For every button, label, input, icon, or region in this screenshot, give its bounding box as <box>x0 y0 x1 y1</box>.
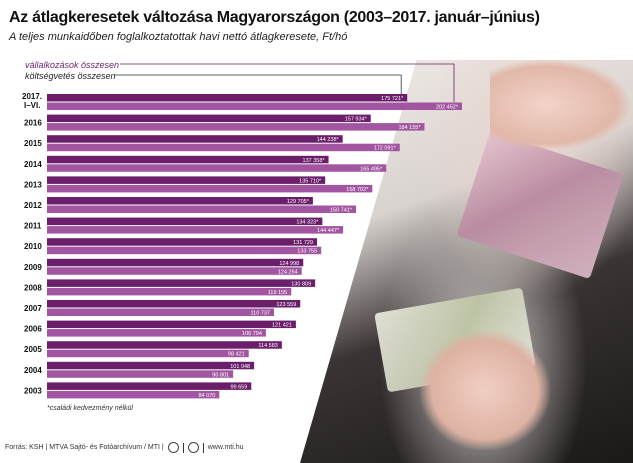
bar-vallalkozasok <box>47 258 304 267</box>
category-label: 2014 <box>24 160 42 169</box>
data-label-vallalkozasok: 144 238* <box>317 137 340 143</box>
bar-vallalkozasok <box>47 176 326 184</box>
chart-subtitle: A teljes munkaidőben foglalkoztatottak h… <box>9 31 348 43</box>
data-label-vallalkozasok: 129 705* <box>287 199 310 205</box>
category-label: 2012 <box>24 201 42 210</box>
data-label-koltsegvetes: 106 794 <box>242 331 262 337</box>
bar-koltsegvetes <box>47 267 302 275</box>
data-label-koltsegvetes: 98 421 <box>228 352 245 358</box>
bar-vallalkozasok <box>47 155 329 164</box>
category-label: 2010 <box>24 242 42 251</box>
category-label: 2011 <box>24 222 42 231</box>
bar-koltsegvetes <box>47 349 249 358</box>
legend-leader-koltsegvetes <box>114 74 402 94</box>
legend-entry-koltsegvetes: költségvetés összesen <box>25 71 116 81</box>
data-label-vallalkozasok: 123 559 <box>276 302 296 308</box>
bar-koltsegvetes <box>47 390 220 399</box>
data-label-koltsegvetes: 184 155* <box>398 125 421 131</box>
data-label-koltsegvetes: 172 091* <box>374 146 397 152</box>
source-line: Forrás: KSH | MTVA Sajtó- és Fotóarchívu… <box>5 442 244 453</box>
category-label: 2007 <box>24 304 42 313</box>
hand-image <box>490 60 630 150</box>
data-label-vallalkozasok: 124 998 <box>279 261 299 267</box>
bar-vallalkozasok <box>47 361 255 370</box>
data-label-koltsegvetes: 158 702* <box>346 187 369 193</box>
data-label-koltsegvetes: 110 737 <box>251 311 270 317</box>
bar-vallalkozasok <box>47 320 296 329</box>
bar-vallalkozasok <box>47 135 343 143</box>
data-label-koltsegvetes: 165 495* <box>360 166 383 172</box>
data-label-vallalkozasok: 130 809 <box>291 281 311 287</box>
bar-vallalkozasok <box>47 341 282 349</box>
category-label: 2017. <box>22 92 42 101</box>
category-label: 2003 <box>24 386 42 395</box>
category-label: 2016 <box>24 119 42 128</box>
data-label-koltsegvetes: 150 741* <box>330 208 353 214</box>
category-label: I–VI. <box>24 101 40 110</box>
data-label-koltsegvetes: 144 447* <box>317 228 340 234</box>
data-label-vallalkozasok: 131 729 <box>293 240 313 246</box>
separator <box>182 442 184 453</box>
data-label-vallalkozasok: 157 934* <box>345 117 368 123</box>
bar-koltsegvetes <box>47 184 373 193</box>
data-label-vallalkozasok: 135 710* <box>299 178 322 184</box>
website-link[interactable]: www.mti.hu <box>207 444 244 451</box>
hand-image-2 <box>420 330 550 450</box>
data-label-vallalkozasok: 99 659 <box>230 384 247 390</box>
data-label-vallalkozasok: 114 583 <box>258 343 277 349</box>
data-label-vallalkozasok: 101 048 <box>230 364 250 370</box>
category-label: 2008 <box>24 283 42 292</box>
bar-koltsegvetes <box>47 370 234 378</box>
bar-koltsegvetes <box>47 123 425 131</box>
bar-vallalkozasok <box>47 114 371 123</box>
category-label: 2009 <box>24 263 42 272</box>
bar-koltsegvetes <box>47 102 462 110</box>
data-label-koltsegvetes: 202 452* <box>436 105 459 111</box>
bar-vallalkozasok <box>47 300 301 308</box>
mti-logo-icon <box>187 442 199 453</box>
bar-koltsegvetes <box>47 164 387 172</box>
data-label-koltsegvetes: 119 155 <box>268 290 287 296</box>
data-label-koltsegvetes: 84 070 <box>199 393 216 399</box>
bar-vallalkozasok <box>47 94 408 102</box>
legend-leader-vallalkozasok <box>120 63 455 102</box>
mtva-logo-icon <box>167 442 179 453</box>
legend-entry-vallalkozasok: vállalkozások összesen <box>25 60 120 70</box>
category-label: 2015 <box>24 139 42 148</box>
data-label-vallalkozasok: 175 721* <box>381 96 404 102</box>
data-label-koltsegvetes: 133 755 <box>297 249 317 255</box>
category-label: 2013 <box>24 180 42 189</box>
category-label: 2004 <box>24 366 42 375</box>
data-label-koltsegvetes: 124 264 <box>278 269 298 275</box>
data-label-vallalkozasok: 121 421 <box>272 323 292 329</box>
bar-vallalkozasok <box>47 217 323 226</box>
bar-koltsegvetes <box>47 205 356 213</box>
category-label: 2006 <box>24 325 42 334</box>
data-label-vallalkozasok: 134 323* <box>296 220 319 226</box>
bar-vallalkozasok <box>47 382 252 390</box>
data-label-koltsegvetes: 90 801 <box>212 372 229 378</box>
data-label-vallalkozasok: 137 358* <box>303 158 326 164</box>
bar-koltsegvetes <box>47 287 292 296</box>
bar-koltsegvetes <box>47 246 322 255</box>
footnote: *családi kedvezmény nélkül <box>47 405 133 412</box>
bar-vallalkozasok <box>47 279 316 287</box>
bar-koltsegvetes <box>47 308 274 316</box>
bar-koltsegvetes <box>47 226 344 234</box>
separator <box>202 442 204 453</box>
category-label: 2005 <box>24 345 42 354</box>
bar-vallalkozasok <box>47 238 318 246</box>
chart-title: Az átlagkeresetek változása Magyarország… <box>9 9 540 26</box>
bar-koltsegvetes <box>47 329 266 337</box>
bar-koltsegvetes <box>47 143 400 152</box>
source-text: Forrás: KSH | MTVA Sajtó- és Fotóarchívu… <box>5 444 164 451</box>
bar-vallalkozasok <box>47 197 313 205</box>
